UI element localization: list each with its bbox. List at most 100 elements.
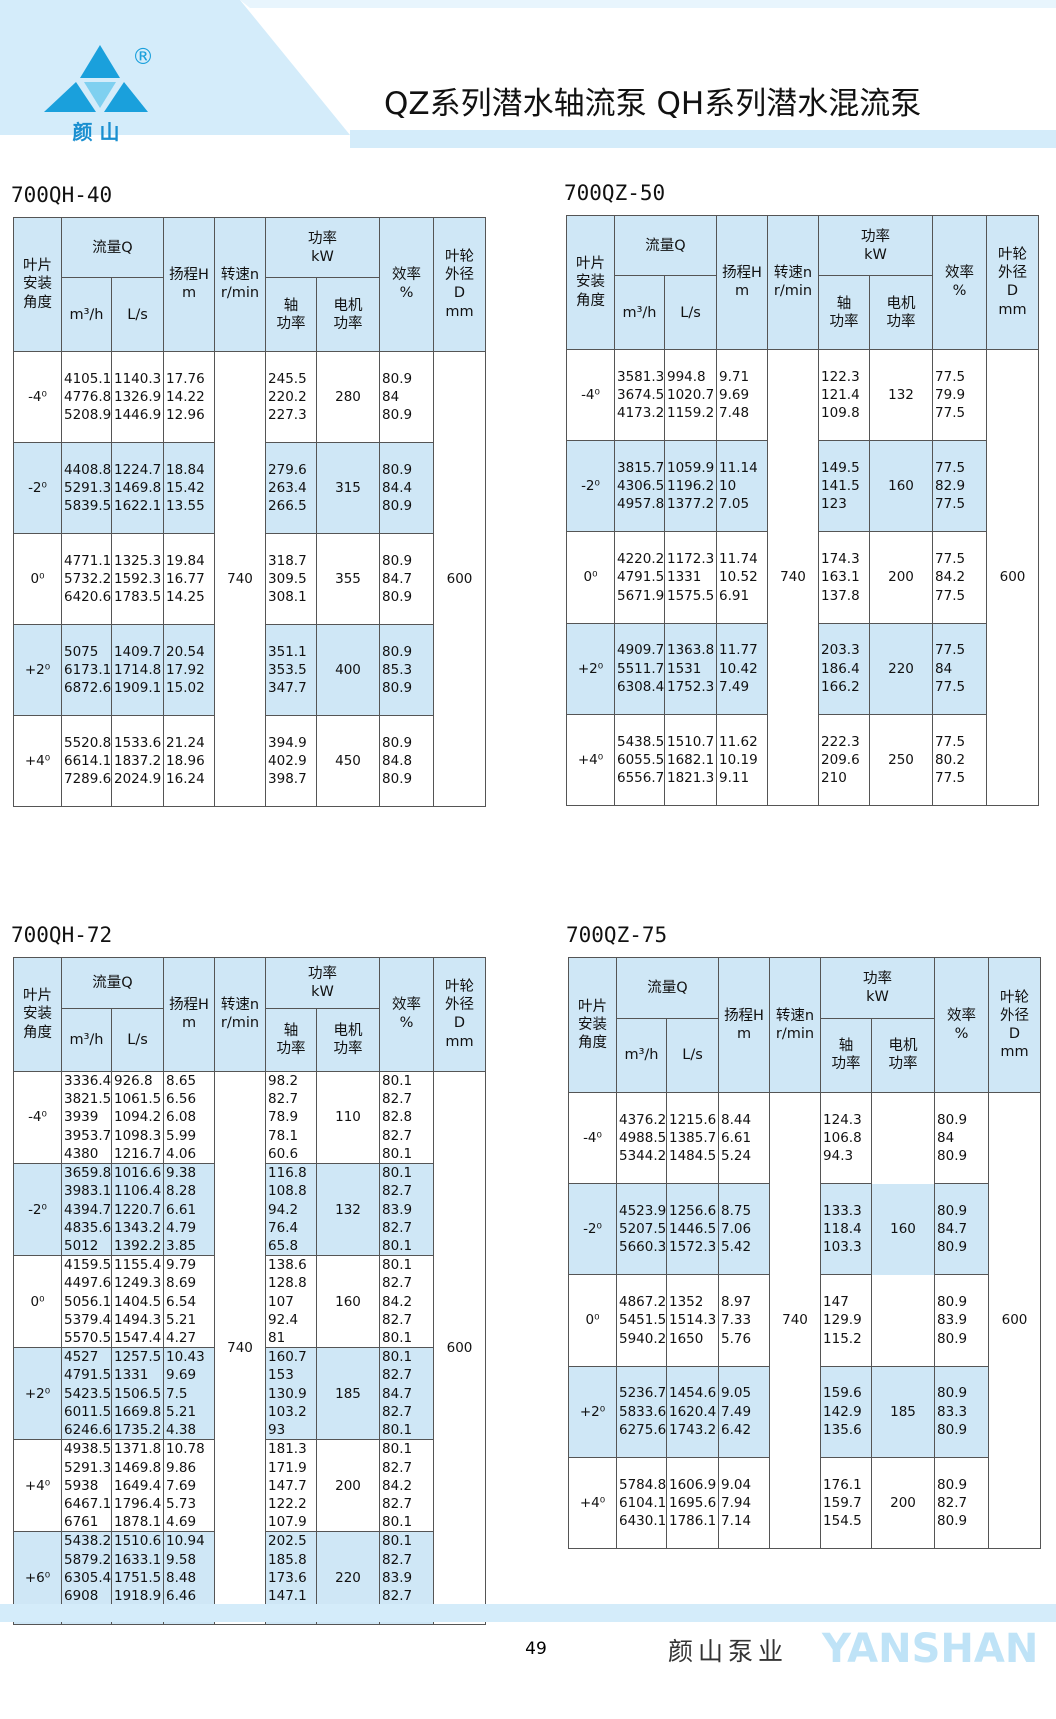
value-cell: 124.3 106.8 94.3 (820, 1091, 873, 1185)
value: 1377.2 (667, 496, 715, 513)
value: 1343.2 (114, 1219, 162, 1236)
column-header: L/s (110, 1008, 165, 1072)
table-title: 700QH-40 (11, 183, 113, 207)
value-cell: 80.9 84.7 80.9 (379, 532, 435, 625)
value-cell: 4105.1 4776.8 5208.9 (61, 350, 112, 443)
value-cell: 245.5 220.2 227.3 (265, 350, 318, 443)
value: 1446.5 (669, 1221, 717, 1238)
value: 6420.6 (64, 589, 112, 606)
value: 4394.7 (64, 1201, 112, 1218)
value: 84.7 (382, 570, 413, 587)
value-cell: 10.78 9.86 7.69 5.73 4.69 (163, 1439, 216, 1533)
data-table: 叶片 安装 角度 流量Q 扬程H m 转速n r/min 功率 kW 效率 % 叶轮 外径 … (568, 957, 1042, 1549)
value: 80.1 (382, 1145, 413, 1162)
column-header: 叶轮 外径 D mm (433, 217, 487, 352)
value: 118.4 (823, 1221, 862, 1238)
value-cell: 1533.6 1837.2 2024.9 (110, 714, 165, 807)
value-cell: 20.54 17.92 15.02 (163, 623, 216, 716)
value-cell: 4909.7 5511.7 6308.4 (614, 622, 665, 715)
value-cell: 279.6 263.4 266.5 (265, 441, 318, 534)
value-cell: 9.05 7.49 6.42 (718, 1365, 771, 1458)
group-row: -2⁰ 4408.8 5291.3 5839.5 1224.7 1469.8 1622.1 1… (13, 441, 486, 534)
value: 80.9 (382, 498, 413, 515)
angle-cell: 0⁰ (13, 532, 62, 625)
value: 80.9 (937, 1421, 968, 1438)
value: 94.3 (823, 1148, 854, 1165)
value: 5784.8 (619, 1476, 667, 1493)
value: 5291.3 (64, 1459, 112, 1476)
value: 137.8 (821, 587, 860, 604)
value: 80.9 (937, 1239, 968, 1256)
value: 138.6 (268, 1257, 307, 1274)
value: 1649.4 (114, 1477, 162, 1494)
column-header: 功率 kW (265, 956, 381, 1010)
value-cell: 1140.3 1326.9 1446.9 (110, 350, 165, 443)
value-cell: 77.5 82.9 77.5 (932, 440, 988, 533)
value-cell: 1172.3 1331 1575.5 (663, 531, 718, 624)
angle-cell: 0⁰ (568, 1274, 617, 1367)
value: 6.46 (166, 1588, 197, 1605)
column-header: 转速n r/min (767, 215, 820, 350)
value: 1909.1 (114, 680, 162, 697)
value: 402.9 (268, 752, 307, 769)
value: 4306.5 (617, 478, 665, 495)
value: 122.2 (268, 1496, 307, 1513)
group-row: -2⁰ 4523.9 5207.5 5660.3 1256.6 1446.5 1572.3 8… (568, 1183, 1041, 1276)
value: 80.9 (937, 1512, 968, 1529)
value-cell: 1371.8 1469.8 1649.4 1796.4 1878.1 (110, 1439, 165, 1533)
value: 1325.3 (114, 552, 162, 569)
value: 5208.9 (64, 407, 112, 424)
header-row: m³/h L/s 轴 功率 电机 功率 (567, 275, 1039, 350)
value: 80.9 (382, 734, 413, 751)
value: 4408.8 (64, 461, 112, 478)
column-header: 流量Q (613, 214, 718, 277)
value-cell: 80.9 84 80.9 (379, 350, 435, 443)
value-cell: 3815.7 4306.5 4957.8 (614, 440, 665, 533)
value: 4105.1 (64, 370, 112, 387)
value: 1256.6 (669, 1202, 717, 1219)
value: 5732.2 (64, 570, 112, 587)
column-header: 扬程H m (718, 957, 771, 1093)
value: 1633.1 (114, 1551, 162, 1568)
value: 6055.5 (617, 751, 665, 768)
value: 1494.3 (114, 1311, 162, 1328)
value: 5660.3 (619, 1239, 667, 1256)
value: 1106.4 (114, 1183, 162, 1200)
angle-cell: -2⁰ (13, 441, 62, 534)
value-cell: 5075 6173.1 6872.6 (61, 623, 112, 716)
header-graphic: ® 颜 山 QZ系列潜水轴流泵 QH系列潜水混流泵 (0, 0, 1056, 148)
value: 1796.4 (114, 1496, 162, 1513)
column-header: m³/h (614, 275, 665, 350)
column-header: 叶片 安装 角度 (568, 957, 617, 1093)
value-cell: 1352 1514.3 1650 (665, 1274, 720, 1367)
data-table: 叶片 安装 角度 流量Q 扬程H m 转速n r/min 功率 kW 效率 % 叶轮 外径 … (566, 214, 1040, 806)
data-table: 叶片 安装 角度 流量Q 扬程H m 转速n r/min 功率 kW 效率 % 叶轮 外径 … (13, 216, 487, 807)
logo-text: 颜 山 (73, 120, 120, 144)
value-cell: 147 129.9 115.2 (820, 1274, 873, 1367)
column-header: 效率 % (379, 957, 435, 1072)
value: 4497.6 (64, 1275, 112, 1292)
value: 5511.7 (617, 660, 665, 677)
value-cell: 8.75 7.06 5.42 (718, 1183, 771, 1276)
page-title: QZ系列潜水轴流泵 QH系列潜水混流泵 (384, 86, 921, 122)
value: 1622.1 (114, 498, 162, 515)
value: 149.5 (821, 459, 860, 476)
header-row: 叶片 安装 角度 流量Q 扬程H m 转速n r/min 功率 kW 效率 % 叶轮 外径 … (568, 957, 1042, 1093)
value: 1592.3 (114, 570, 162, 587)
value-cell: 80.9 82.7 80.9 (934, 1456, 990, 1549)
value: 83.3 (937, 1403, 968, 1420)
value: 77.5 (935, 642, 966, 659)
column-header: 效率 % (379, 217, 435, 352)
value: 10.78 (166, 1441, 205, 1458)
data-table: 叶片 安装 角度 流量Q 扬程H m 转速n r/min 功率 kW 效率 % 叶轮 外径 … (13, 956, 487, 1625)
value: 7289.6 (64, 771, 112, 788)
value: 1743.2 (669, 1421, 717, 1438)
diameter-cell: 600 (986, 348, 1040, 806)
value: 9.11 (719, 769, 750, 786)
value: 171.9 (268, 1459, 307, 1476)
value: 5423.5 (64, 1385, 112, 1402)
value: 1620.4 (669, 1403, 717, 1420)
value: 351.1 (268, 643, 307, 660)
value: 1363.8 (667, 642, 715, 659)
